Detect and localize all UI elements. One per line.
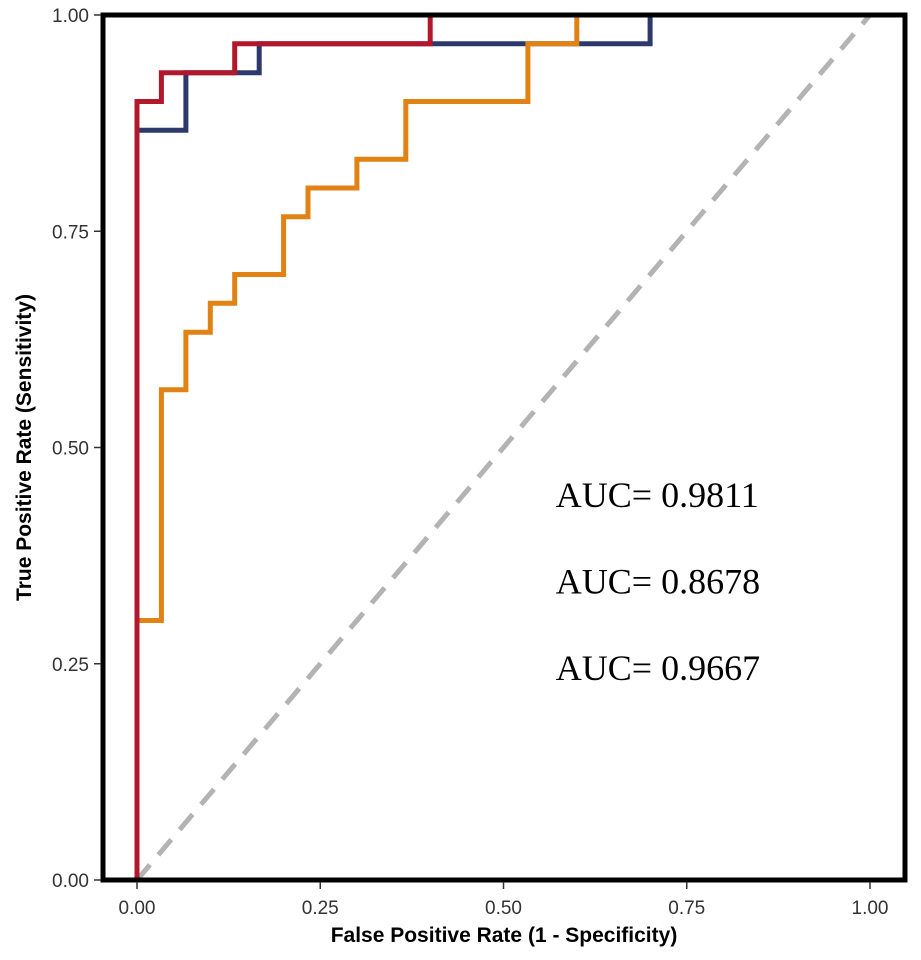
plot-frame [100, 12, 908, 883]
roc-curve-2 [134, 12, 870, 880]
auc-annotation: AUC= 0.8678 [556, 562, 760, 602]
auc-annotation: AUC= 0.9667 [556, 648, 760, 688]
y-tick-label: 0.75 [52, 222, 89, 243]
y-axis-title: True Positive Rate (Sensitivity) [13, 294, 36, 601]
x-axis-title: False Positive Rate (1 - Specificity) [331, 924, 678, 947]
y-tick-label: 0.25 [52, 655, 89, 676]
x-tick-label: 0.25 [302, 898, 339, 919]
x-tick-label: 0.75 [668, 898, 705, 919]
y-tick-label: 0.50 [52, 439, 89, 460]
roc-curve-3 [134, 12, 870, 880]
x-tick-label: 1.00 [852, 898, 889, 919]
roc-curve-1 [134, 12, 870, 880]
x-tick-label: 0.50 [485, 898, 522, 919]
y-tick-label: 0.00 [52, 871, 89, 892]
y-tick-label: 1.00 [52, 6, 89, 27]
x-tick-label: 0.00 [119, 898, 156, 919]
reference-diagonal [135, 13, 872, 882]
auc-annotation: AUC= 0.9811 [556, 475, 759, 515]
